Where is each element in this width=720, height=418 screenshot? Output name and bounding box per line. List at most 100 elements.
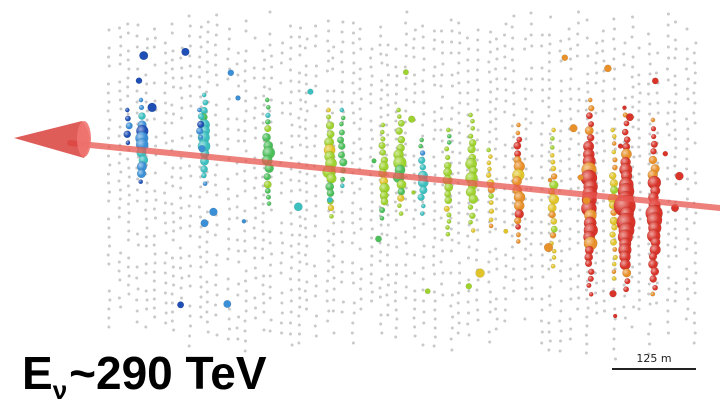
dom-hit [200,219,209,228]
inactive-dom [503,55,507,59]
inactive-dom [314,274,317,278]
inactive-dom [648,322,652,326]
inactive-dom [352,51,356,55]
inactive-dom [261,202,265,206]
inactive-dom [685,47,689,51]
inactive-dom [227,317,231,321]
inactive-dom [559,59,563,63]
inactive-dom [326,279,329,283]
inactive-dom [243,239,247,243]
inactive-dom [332,232,336,236]
inactive-dom [692,221,696,225]
inactive-dom [673,137,677,141]
inactive-dom [315,314,318,318]
inactive-dom [107,262,111,266]
inactive-dom [108,118,112,122]
inactive-dom [494,307,498,311]
inactive-dom [215,253,219,257]
inactive-dom [107,289,111,293]
dom-hit-highlight [619,259,631,270]
inactive-dom [358,107,362,111]
inactive-dom [314,284,318,288]
inactive-dom [107,217,110,221]
dom-hit-highlight [550,159,556,165]
dom-hit-highlight [647,176,661,190]
inactive-dom [559,339,562,343]
inactive-dom [502,286,506,290]
inactive-dom [370,290,374,294]
inactive-dom [332,89,336,93]
inactive-dom [449,51,453,55]
inactive-dom [568,317,572,321]
inactive-dom [530,231,534,235]
inactive-dom [585,36,589,40]
dom-hit-highlight [648,259,658,269]
inactive-dom [198,165,202,169]
inactive-dom [170,256,174,260]
inactive-dom [693,141,697,145]
inactive-dom [205,310,209,314]
dom-hit-highlight [378,161,389,172]
inactive-dom [170,67,174,71]
inactive-dom [441,249,445,253]
inactive-dom [269,208,273,212]
dom-hit-highlight [125,107,130,113]
inactive-dom [332,287,336,291]
inactive-dom [262,274,266,278]
inactive-dom [236,337,240,341]
inactive-dom [289,332,292,336]
inactive-dom [235,194,239,198]
inactive-dom [439,260,443,264]
inactive-dom [189,324,192,328]
inactive-dom [559,279,563,283]
inactive-dom [457,241,461,245]
inactive-dom [421,35,425,39]
dom-hit-highlight [610,186,618,194]
dom-hit-highlight [125,140,131,145]
dom-hit-highlight [444,190,452,198]
inactive-dom [152,288,156,292]
inactive-dom [421,46,425,50]
inactive-dom [450,139,454,143]
inactive-dom [305,190,309,194]
dom-hit-highlight [649,275,657,283]
inactive-dom [205,250,209,254]
inactive-dom [637,136,641,140]
inactive-dom [622,283,626,287]
inactive-dom [686,77,690,81]
dom-hit [475,268,485,278]
inactive-dom [488,110,492,114]
inactive-dom [144,208,148,212]
inactive-dom [503,308,507,312]
inactive-dom [262,301,266,305]
inactive-dom [458,31,462,35]
inactive-dom [685,217,689,221]
inactive-dom [119,170,123,174]
inactive-dom [341,20,345,24]
inactive-dom [394,218,398,222]
inactive-dom [270,252,273,256]
inactive-dom [214,53,218,57]
dom-hit [675,171,684,181]
inactive-dom [378,43,382,47]
inactive-dom [263,58,266,62]
inactive-dom [489,80,493,84]
inactive-dom [594,61,598,65]
inactive-dom [510,245,514,249]
dom-hit-highlight [263,173,271,181]
inactive-dom [244,89,248,93]
inactive-dom [243,119,247,123]
inactive-dom [674,146,678,150]
inactive-dom [235,172,239,176]
inactive-dom [359,277,363,281]
inactive-dom [253,206,257,210]
inactive-dom [236,293,240,297]
inactive-dom [108,244,111,248]
inactive-dom [432,218,436,222]
inactive-dom [107,46,111,50]
dom-hit-highlight [329,214,334,219]
scale-bar: 125 m [612,352,696,370]
inactive-dom [439,128,443,132]
inactive-dom [439,106,443,110]
inactive-dom [511,80,515,84]
